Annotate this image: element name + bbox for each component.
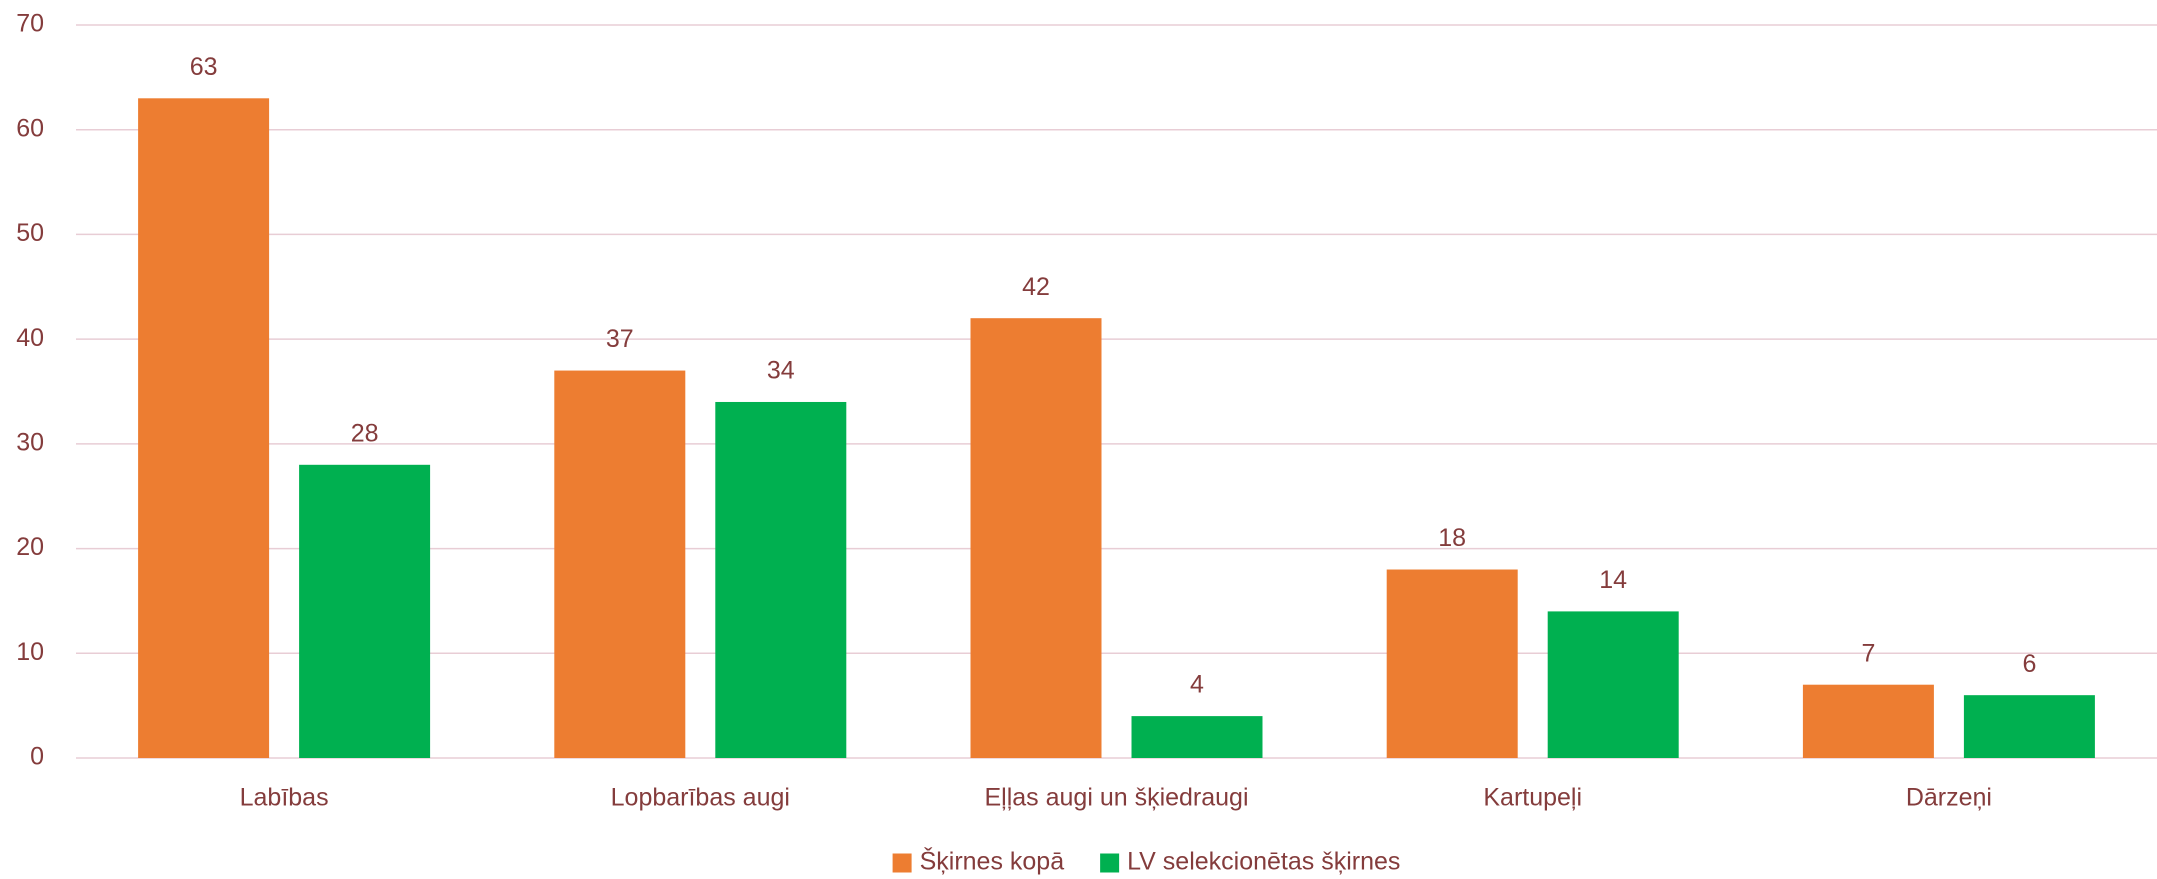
y-tick-label: 20: [16, 533, 44, 561]
bar: [1802, 684, 1934, 758]
bar: [970, 318, 1102, 758]
data-label: 34: [767, 357, 795, 385]
x-tick-label: Eļļas augi un šķiedraugi: [984, 784, 1248, 812]
x-tick-label: Lopbarības augi: [611, 784, 790, 812]
x-tick-label: Dārzeņi: [1906, 784, 1992, 812]
legend-swatch: [1100, 853, 1120, 873]
x-tick-label: Kartupeļi: [1483, 784, 1582, 812]
data-label: 42: [1022, 273, 1050, 301]
legend-swatch: [892, 853, 912, 873]
bar: [1131, 716, 1263, 758]
legend-label: LV selekcionētas šķirnes: [1127, 848, 1400, 876]
bar: [715, 401, 847, 758]
y-tick-label: 70: [16, 10, 44, 38]
y-tick-label: 30: [16, 428, 44, 456]
bar: [1963, 695, 2095, 758]
data-label: 18: [1438, 524, 1466, 552]
data-label: 14: [1599, 566, 1627, 594]
bar: [138, 98, 270, 759]
data-label: 7: [1861, 639, 1875, 667]
y-tick-label: 40: [16, 324, 44, 352]
bar: [299, 464, 431, 758]
x-tick-label: Labības: [240, 784, 329, 812]
y-tick-label: 0: [30, 743, 44, 771]
data-label: 6: [2022, 650, 2036, 678]
bar: [1386, 569, 1518, 758]
data-label: 4: [1190, 671, 1204, 699]
legend-label: Šķirnes kopā: [920, 847, 1065, 876]
y-tick-label: 60: [16, 114, 44, 142]
data-label: 28: [351, 419, 379, 447]
y-tick-label: 10: [16, 638, 44, 666]
bar: [1547, 611, 1679, 758]
y-tick-label: 50: [16, 219, 44, 247]
bar: [554, 370, 686, 758]
data-label: 63: [190, 53, 218, 81]
data-label: 37: [606, 325, 634, 353]
